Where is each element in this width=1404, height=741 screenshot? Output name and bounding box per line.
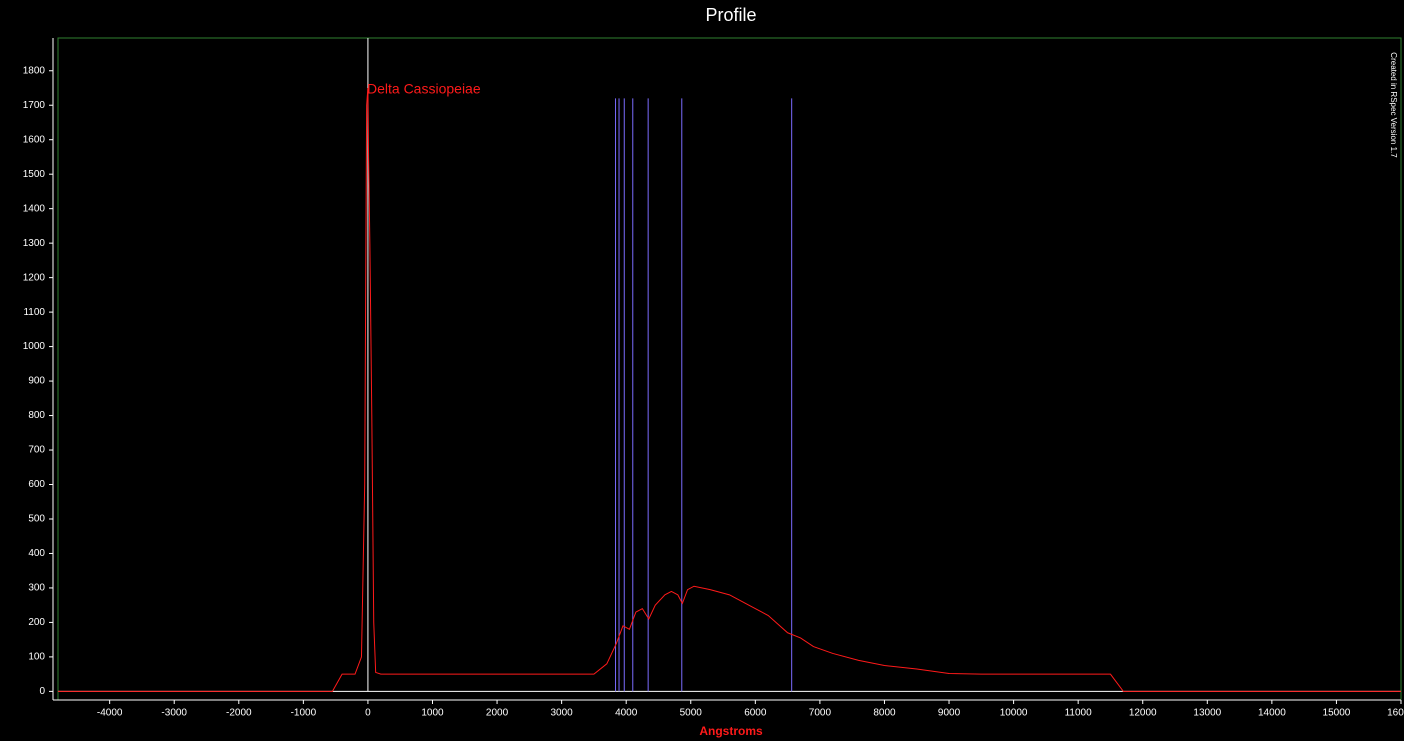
x-tick-label: 11000	[1065, 708, 1093, 719]
x-axis-label: Angstroms	[699, 724, 763, 738]
y-tick-label: 1000	[23, 341, 46, 352]
x-tick-label: -1000	[291, 708, 317, 719]
side-note: Created in RSpec Version 1.7	[1389, 52, 1398, 158]
x-tick-label: 9000	[938, 708, 961, 719]
x-tick-label: 13000	[1193, 708, 1221, 719]
spectrum-line	[58, 87, 1401, 692]
x-tick-label: 14000	[1258, 708, 1286, 719]
y-tick-label: 1100	[23, 307, 45, 318]
x-tick-label: 4000	[615, 708, 638, 719]
y-tick-label: 1500	[23, 169, 46, 180]
y-tick-label: 900	[28, 376, 45, 387]
x-tick-label: 0	[365, 708, 371, 719]
y-tick-label: 1700	[23, 100, 46, 111]
annotation: Delta Cassiopeiae	[367, 81, 481, 97]
x-tick-label: 16000	[1387, 708, 1404, 719]
y-tick-label: 200	[28, 617, 45, 628]
plot-frame	[57, 37, 1402, 701]
y-tick-label: 0	[39, 686, 45, 697]
x-tick-label: 7000	[809, 708, 832, 719]
y-tick-label: 600	[28, 479, 45, 490]
y-tick-label: 1400	[23, 203, 46, 214]
y-tick-label: 800	[28, 410, 45, 421]
y-tick-label: 700	[28, 445, 45, 456]
x-tick-label: 2000	[486, 708, 509, 719]
y-tick-label: 1600	[23, 134, 46, 145]
x-tick-label: -2000	[226, 708, 252, 719]
x-tick-label: 15000	[1323, 708, 1351, 719]
x-tick-label: 12000	[1129, 708, 1157, 719]
x-tick-label: 10000	[1000, 708, 1028, 719]
y-tick-label: 400	[28, 548, 45, 559]
chart-title: Profile	[705, 5, 756, 25]
x-tick-label: 8000	[873, 708, 896, 719]
x-tick-label: -4000	[97, 708, 123, 719]
x-tick-label: -3000	[161, 708, 187, 719]
y-tick-label: 300	[28, 583, 45, 594]
y-tick-label: 1300	[23, 238, 46, 249]
y-tick-label: 1800	[23, 65, 46, 76]
x-tick-label: 3000	[551, 708, 574, 719]
y-tick-label: 1200	[23, 272, 46, 283]
y-tick-label: 500	[28, 514, 45, 525]
x-tick-label: 1000	[421, 708, 444, 719]
x-tick-label: 5000	[680, 708, 703, 719]
x-tick-label: 6000	[744, 708, 767, 719]
y-tick-label: 100	[28, 652, 45, 663]
